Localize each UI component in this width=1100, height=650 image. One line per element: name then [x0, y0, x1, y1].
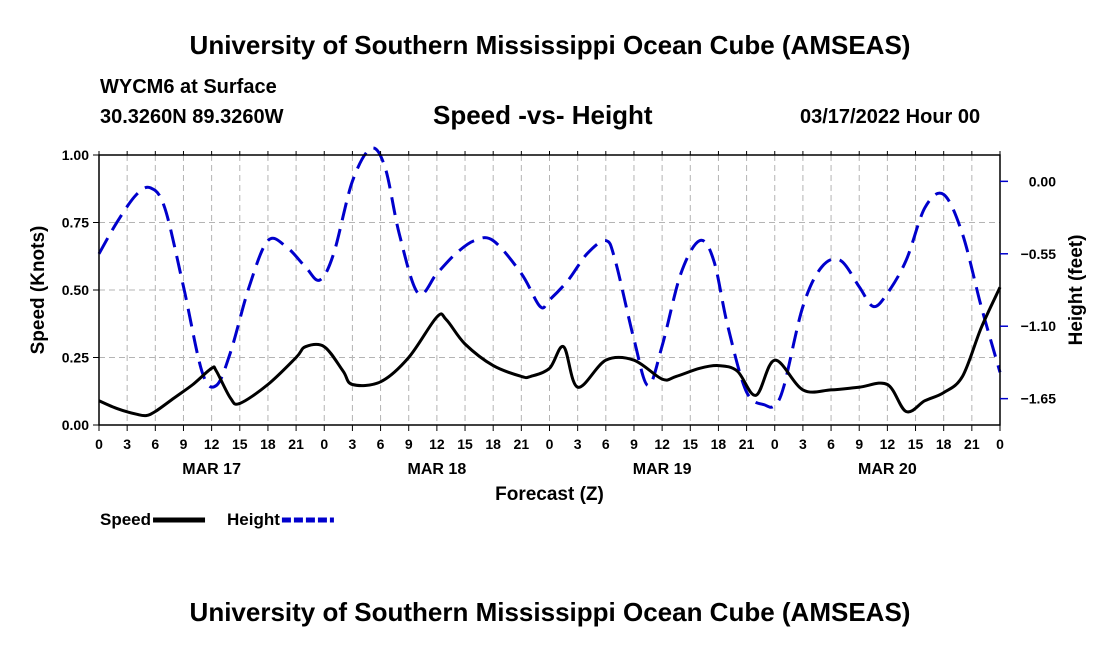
x-tick-label: 3: [123, 436, 131, 452]
axis-ticks: 0 3 6 9 12 15 18 21 0 3 6 9 12 15 18 21 0 3 6 9 12 15 18 21 0 3 6 9…: [62, 147, 1056, 478]
x-tick-label: 9: [855, 436, 863, 452]
x-tick-label: 15: [457, 436, 473, 452]
x-tick-label: 6: [151, 436, 159, 452]
x-tick-label: 0: [320, 436, 328, 452]
y-left-tick-label: 0.00: [62, 417, 89, 433]
x-tick-label: 3: [799, 436, 807, 452]
x-tick-label: 9: [405, 436, 413, 452]
x-tick-label: 15: [908, 436, 924, 452]
x-tick-label: 0: [996, 436, 1004, 452]
x-axis-label: Forecast (Z): [495, 484, 604, 505]
x-tick-label: 6: [377, 436, 385, 452]
x-tick-label: 21: [964, 436, 980, 452]
legend-label-speed: Speed: [100, 510, 151, 529]
series-line-speed: [98, 286, 1002, 418]
x-tick-label: 9: [180, 436, 188, 452]
chart-title: Speed -vs- Height: [433, 100, 653, 130]
x-tick-label: 15: [232, 436, 248, 452]
x-tick-label: 18: [485, 436, 501, 452]
y-left-tick-label: 0.50: [62, 282, 89, 298]
x-tick-label: 12: [654, 436, 670, 452]
date-label: MAR 17: [182, 461, 241, 478]
y-right-tick-label: 0.00: [1029, 173, 1056, 189]
x-tick-label: 9: [630, 436, 638, 452]
series-layer: [97, 146, 1002, 418]
y-left-tick-label: 0.75: [62, 215, 89, 231]
x-tick-label: 18: [936, 436, 952, 452]
footer-title: University of Southern Mississippi Ocean…: [189, 597, 911, 627]
x-tick-label: 0: [95, 436, 103, 452]
x-tick-label: 18: [711, 436, 727, 452]
y-axis-right-label: Height (feet): [1066, 235, 1087, 346]
legend-label-height: Height: [227, 510, 280, 529]
x-tick-label: 3: [349, 436, 357, 452]
series-line-height: [97, 146, 1002, 409]
x-tick-label: 12: [429, 436, 445, 452]
forecast-date: 03/17/2022 Hour 00: [800, 106, 981, 128]
x-tick-label: 0: [771, 436, 779, 452]
grid: [99, 155, 1000, 425]
x-tick-label: 0: [546, 436, 554, 452]
x-tick-label: 21: [288, 436, 304, 452]
legend: Speed Height: [100, 510, 334, 529]
x-tick-label: 6: [827, 436, 835, 452]
page-title: University of Southern Mississippi Ocean…: [189, 30, 911, 60]
y-left-tick-label: 1.00: [62, 147, 89, 163]
station-coordinates: 30.3260N 89.3260W: [100, 106, 284, 128]
date-label: MAR 19: [633, 461, 692, 478]
y-axis-left-label: Speed (Knots): [28, 226, 49, 355]
x-tick-label: 21: [739, 436, 755, 452]
station-label: WYCM6 at Surface: [100, 76, 277, 98]
x-tick-label: 21: [514, 436, 530, 452]
x-tick-label: 3: [574, 436, 582, 452]
y-right-tick-label: −1.65: [1021, 391, 1057, 407]
date-label: MAR 20: [858, 461, 917, 478]
x-tick-label: 12: [880, 436, 896, 452]
x-tick-label: 6: [602, 436, 610, 452]
date-label: MAR 18: [408, 461, 467, 478]
y-right-tick-label: −0.55: [1021, 246, 1057, 262]
x-tick-label: 15: [682, 436, 698, 452]
y-left-tick-label: 0.25: [62, 350, 89, 366]
x-tick-label: 18: [260, 436, 276, 452]
y-right-tick-label: −1.10: [1021, 318, 1057, 334]
x-tick-label: 12: [204, 436, 220, 452]
